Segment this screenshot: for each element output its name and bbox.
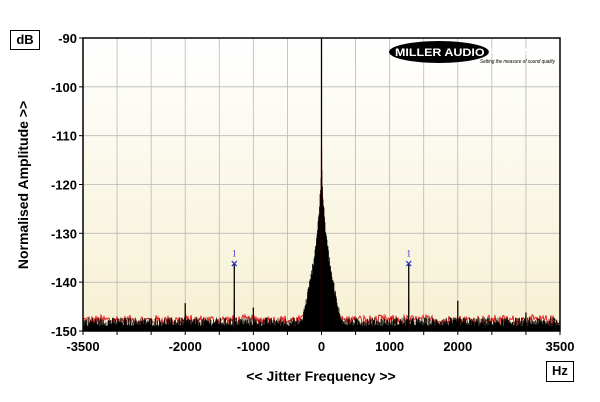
y-axis-title: Normalised Amplitude >> <box>15 101 31 269</box>
y-unit-label: dB <box>10 30 40 50</box>
y-tick-label: -100 <box>51 80 77 95</box>
y-tick-label: -90 <box>58 31 77 46</box>
logo-tagline: Setting the measure of sound quality <box>480 59 555 65</box>
y-tick-label: -110 <box>52 129 77 144</box>
ticks <box>79 37 561 335</box>
peak-marker: 1 <box>405 249 412 267</box>
peak-marker-label: 1 <box>232 249 237 259</box>
x-tick-label: 0 <box>318 339 325 354</box>
peak-marker: 1 <box>231 249 238 267</box>
x-tick-label: 3500 <box>546 339 575 354</box>
y-tick-label: -120 <box>51 178 77 193</box>
traces <box>83 38 560 331</box>
x-tick-label: 1000 <box>375 339 404 354</box>
y-tick-label: -150 <box>51 324 77 339</box>
peak-marker-cross <box>405 260 412 267</box>
logo-name: MILLER AUDIO RESEARCH <box>395 47 558 59</box>
peak-marker-cross <box>231 260 238 267</box>
x-axis-title: << Jitter Frequency >> <box>246 368 395 384</box>
y-tick-label: -140 <box>51 275 77 290</box>
peak-marker-label: 1 <box>406 249 411 259</box>
x-tick-label: 2000 <box>443 339 472 354</box>
x-tick-label: -3500 <box>66 339 99 354</box>
x-unit-label: Hz <box>546 361 574 382</box>
x-tick-label: -1000 <box>237 339 270 354</box>
black-noise-floor <box>83 143 560 331</box>
y-tick-label: -130 <box>51 226 77 241</box>
x-tick-label: -2000 <box>169 339 202 354</box>
miller-audio-research-logo: MILLER AUDIO RESEARCH Setting the measur… <box>389 41 558 65</box>
